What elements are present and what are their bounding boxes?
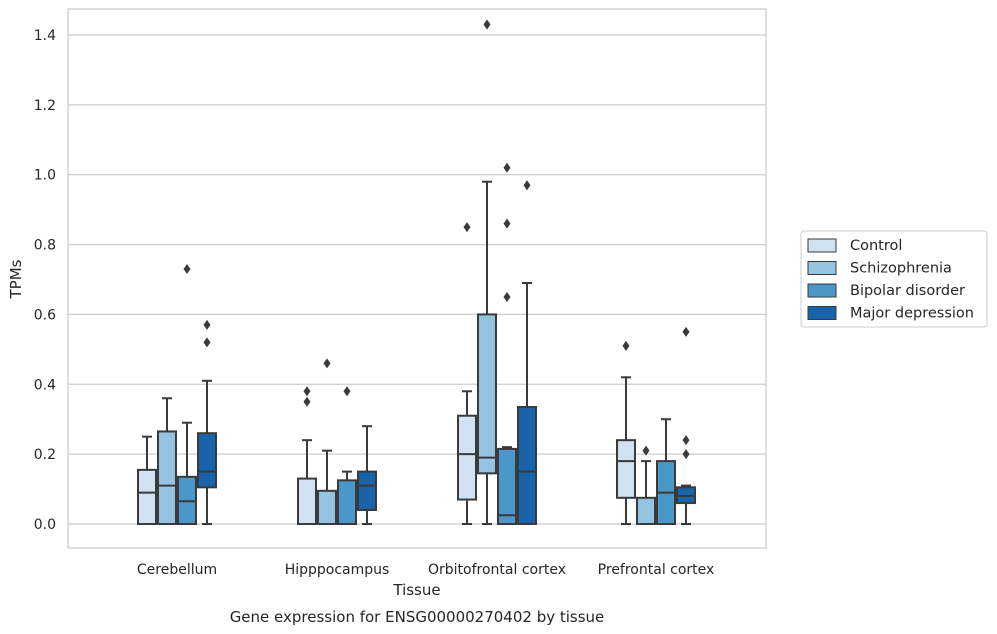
y-axis-label: TPMs: [7, 259, 25, 299]
box-bipolar-disorder: [656, 418, 676, 525]
x-tick-labels: Cerebellum Hipppocampus Orbitofrontal cort…: [137, 562, 714, 578]
outlier-point: [303, 396, 311, 407]
box-iqr: [636, 496, 656, 525]
y-tick-label: 0.6: [34, 307, 56, 323]
box-iqr: [137, 468, 157, 526]
legend-swatch: [807, 261, 837, 275]
outlier-point: [503, 162, 511, 173]
legend-swatch: [807, 306, 837, 320]
y-tick-labels: 0.0 0.2 0.4 0.6 0.8 1.0 1.2 1.4: [34, 28, 56, 533]
legend-label: Bipolar disorder: [850, 283, 965, 299]
outlier-point: [323, 358, 331, 369]
y-tick-label: 1.0: [34, 168, 56, 184]
outlier-point: [303, 386, 311, 397]
box-bipolar-disorder: [497, 162, 517, 525]
outlier-point: [503, 291, 511, 302]
outlier-point: [622, 340, 630, 351]
plot-frame: [67, 8, 767, 549]
x-tick-label: Prefrontal cortex: [598, 562, 715, 578]
y-tick-label: 0.0: [34, 517, 56, 533]
outlier-point: [523, 180, 531, 191]
box-iqr: [517, 405, 537, 525]
legend-frame: [800, 230, 988, 328]
box-control: [137, 435, 157, 526]
box-major-depression: [676, 326, 696, 525]
y-tick-label: 0.4: [34, 377, 56, 393]
box-schizophrenia: [157, 397, 177, 526]
box-iqr: [297, 477, 317, 526]
legend-swatch: [807, 283, 837, 298]
legend-label: Control: [850, 238, 902, 254]
chart-caption: Gene expression for ENSG00000270402 by t…: [230, 608, 605, 626]
outlier-point: [642, 445, 650, 456]
outlier-point: [203, 337, 211, 348]
box-groups: [137, 19, 696, 526]
box-control: [616, 340, 636, 525]
legend-label: Schizophrenia: [850, 261, 952, 277]
outlier-point: [483, 19, 491, 30]
box-schizophrenia: [477, 19, 497, 525]
box-major-depression: [357, 425, 377, 525]
box-iqr: [457, 414, 477, 501]
outlier-point: [682, 449, 690, 460]
outlier-point: [503, 218, 511, 229]
outlier-point: [463, 222, 471, 233]
y-gridlines: [68, 34, 766, 525]
box-iqr: [497, 447, 517, 525]
y-tick-label: 1.4: [34, 28, 56, 44]
box-control: [297, 386, 317, 526]
outlier-point: [682, 435, 690, 446]
box-iqr: [157, 430, 177, 526]
x-tick-label: Hipppocampus: [285, 562, 390, 578]
y-tick-label: 1.2: [34, 98, 56, 114]
x-tick-label: Cerebellum: [137, 562, 217, 578]
y-tick-label: 0.2: [34, 447, 56, 463]
outlier-point: [682, 326, 690, 337]
outlier-point: [203, 319, 211, 330]
outlier-point: [183, 264, 191, 275]
box-bipolar-disorder: [177, 264, 197, 526]
box-schizophrenia: [636, 445, 656, 525]
box-iqr: [616, 439, 636, 499]
box-major-depression: [517, 180, 537, 525]
box-major-depression: [197, 319, 217, 525]
box-bipolar-disorder: [337, 386, 357, 526]
box-iqr: [197, 432, 217, 489]
box-iqr: [337, 479, 357, 526]
box-control: [457, 222, 477, 525]
y-tick-label: 0.8: [34, 238, 56, 254]
legend-label: Major depression: [850, 306, 974, 322]
x-axis-label: Tissue: [392, 581, 440, 599]
box-iqr: [357, 470, 377, 512]
box-iqr: [477, 313, 497, 475]
box-schizophrenia: [317, 358, 337, 526]
legend: Control Schizophrenia Bipolar disorder Majo…: [800, 230, 988, 328]
x-tick-label: Orbitofrontal cortex: [428, 562, 566, 578]
outlier-point: [343, 386, 351, 397]
legend-swatch: [807, 238, 837, 253]
box-iqr: [317, 489, 337, 526]
